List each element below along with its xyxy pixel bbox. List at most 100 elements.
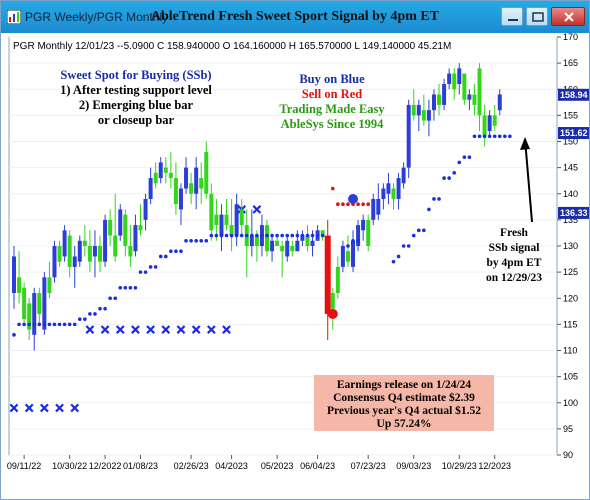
price-bar[interactable] xyxy=(138,204,143,236)
price-bar[interactable] xyxy=(12,246,16,309)
price-bar[interactable] xyxy=(356,219,361,252)
price-bar[interactable] xyxy=(199,162,204,205)
price-bar[interactable] xyxy=(482,104,487,147)
price-bar[interactable] xyxy=(416,99,421,132)
bar-body xyxy=(426,110,431,121)
price-bar[interactable] xyxy=(178,183,183,226)
price-bar[interactable] xyxy=(462,73,467,105)
price-bar[interactable] xyxy=(421,94,426,126)
price-bar[interactable] xyxy=(401,162,406,189)
price-bar[interactable] xyxy=(37,287,42,325)
price-bar[interactable] xyxy=(391,183,396,210)
price-bar[interactable] xyxy=(330,287,335,330)
maximize-button[interactable] xyxy=(526,7,548,26)
price-bar[interactable] xyxy=(108,209,113,246)
price-bar[interactable] xyxy=(87,230,92,273)
title-bar[interactable]: PGR Weekly/PGR Monthly AbleTrend Fresh S… xyxy=(1,1,589,33)
price-bar[interactable] xyxy=(153,162,158,189)
price-bar[interactable] xyxy=(103,214,108,267)
price-bar[interactable] xyxy=(345,235,350,267)
price-bar[interactable] xyxy=(366,214,371,252)
price-bar[interactable] xyxy=(67,230,72,278)
price-bar[interactable] xyxy=(52,240,57,283)
price-bar[interactable] xyxy=(32,287,37,351)
price-bar[interactable] xyxy=(62,225,67,262)
price-bar[interactable] xyxy=(411,89,416,121)
price-bar[interactable] xyxy=(113,193,118,262)
price-bar[interactable] xyxy=(396,172,401,210)
minimize-button[interactable] xyxy=(501,7,523,26)
price-bar[interactable] xyxy=(477,63,482,132)
price-bar[interactable] xyxy=(249,209,254,257)
price-bar[interactable] xyxy=(47,261,52,299)
price-bar[interactable] xyxy=(406,99,411,179)
close-icon xyxy=(564,12,574,22)
price-bar[interactable] xyxy=(204,141,209,199)
price-bar[interactable] xyxy=(472,84,477,116)
price-bar[interactable] xyxy=(239,198,244,236)
price-bar[interactable] xyxy=(426,99,431,137)
price-bar[interactable] xyxy=(447,68,452,90)
tab-title[interactable]: PGR Weekly/PGR Monthly xyxy=(25,10,169,24)
price-bar[interactable] xyxy=(158,157,163,184)
price-bar[interactable] xyxy=(163,157,168,184)
price-bar[interactable] xyxy=(452,68,457,100)
price-bar[interactable] xyxy=(98,235,103,273)
price-bar[interactable] xyxy=(77,235,82,267)
price-bar[interactable] xyxy=(386,172,391,205)
close-button[interactable] xyxy=(551,7,585,26)
price-bar[interactable] xyxy=(148,167,153,205)
price-bar[interactable] xyxy=(184,157,189,194)
bar-body xyxy=(108,219,113,236)
price-bar[interactable] xyxy=(209,183,214,241)
price-bar[interactable] xyxy=(72,246,77,288)
price-bar[interactable] xyxy=(487,110,492,137)
price-bar[interactable] xyxy=(437,84,442,116)
price-bar[interactable] xyxy=(118,204,123,241)
price-bar[interactable] xyxy=(219,204,224,252)
price-bar[interactable] xyxy=(324,219,331,341)
price-bar[interactable] xyxy=(194,157,199,210)
bar-body xyxy=(178,188,183,210)
price-bar[interactable] xyxy=(431,89,436,121)
bar-body xyxy=(239,209,244,226)
price-bar[interactable] xyxy=(143,193,148,231)
price-bar[interactable] xyxy=(128,225,133,267)
price-bar[interactable] xyxy=(335,256,340,299)
price-bar[interactable] xyxy=(22,282,27,325)
price-bar[interactable] xyxy=(290,240,295,257)
price-chart[interactable]: PGR Monthly 12/01/23 --5.0900 C 158.9400… xyxy=(1,33,589,499)
price-bar[interactable] xyxy=(189,172,194,205)
price-bar[interactable] xyxy=(361,214,366,241)
price-bar[interactable] xyxy=(168,151,173,189)
price-bar[interactable] xyxy=(82,225,87,257)
price-bar[interactable] xyxy=(442,78,447,111)
bar-body xyxy=(396,178,401,199)
price-bar[interactable] xyxy=(17,251,22,304)
price-bar[interactable] xyxy=(305,225,310,252)
price-bar[interactable] xyxy=(265,219,269,257)
support-dot xyxy=(214,233,219,238)
price-bar[interactable] xyxy=(123,209,128,257)
price-bar[interactable] xyxy=(340,240,345,273)
price-bar[interactable] xyxy=(376,183,381,220)
price-bar[interactable] xyxy=(92,230,97,278)
price-bar[interactable] xyxy=(300,230,305,246)
price-bar[interactable] xyxy=(133,214,138,257)
earnings-line-4: Up 57.24% xyxy=(377,418,432,430)
price-bar[interactable] xyxy=(173,162,178,215)
price-bar[interactable] xyxy=(285,235,290,262)
price-bar[interactable] xyxy=(497,89,502,116)
price-bar[interactable] xyxy=(351,230,356,273)
price-bar[interactable] xyxy=(27,298,32,341)
price-bar[interactable] xyxy=(457,63,462,95)
price-bar[interactable] xyxy=(57,240,62,267)
price-bar[interactable] xyxy=(229,198,234,252)
price-bar[interactable] xyxy=(270,235,275,262)
price-bar[interactable] xyxy=(467,89,472,111)
price-bar[interactable] xyxy=(492,104,497,132)
price-bar[interactable] xyxy=(371,193,376,226)
price-bar[interactable] xyxy=(280,240,285,278)
price-bar[interactable] xyxy=(381,183,386,210)
price-bar[interactable] xyxy=(224,198,229,231)
